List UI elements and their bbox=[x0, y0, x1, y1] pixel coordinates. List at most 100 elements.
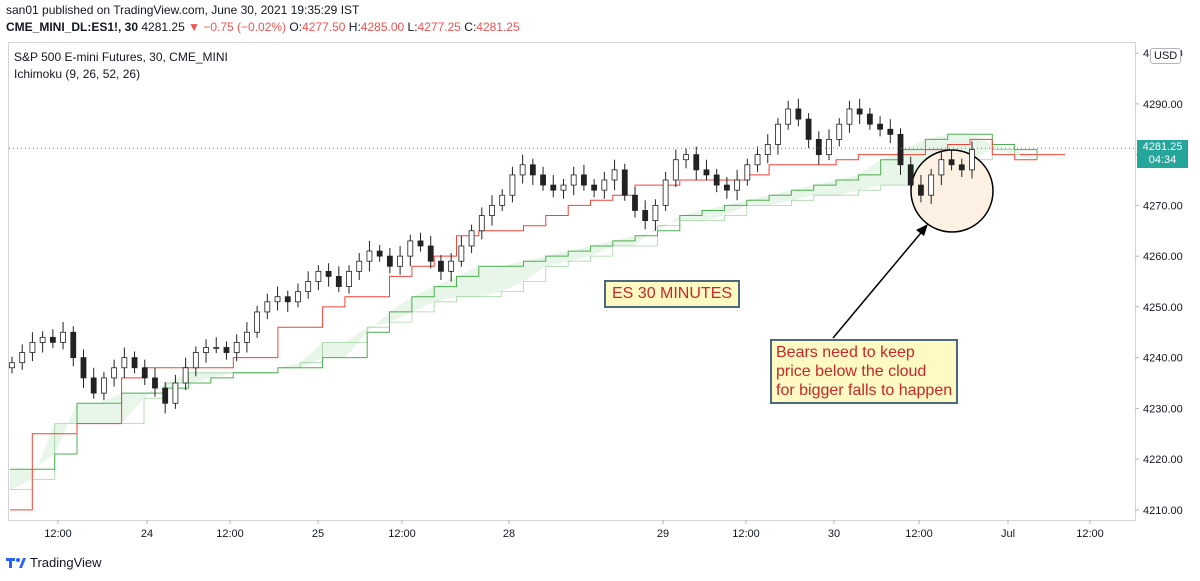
candle-down bbox=[958, 164, 965, 171]
currency-badge[interactable]: USD bbox=[1150, 48, 1182, 64]
candle-up bbox=[19, 352, 26, 364]
x-tick-label-3: 25 bbox=[312, 528, 324, 540]
y-tick-label-3: 4240.00 bbox=[1143, 353, 1183, 365]
ohlc-bar: CME_MINI_DL:ES1!, 30 4281.25 ▼ −0.75 (−0… bbox=[6, 20, 520, 34]
candle-up bbox=[652, 204, 659, 222]
candle-down bbox=[723, 184, 730, 191]
x-tick-label-8: 30 bbox=[828, 528, 840, 540]
candle-down bbox=[335, 276, 342, 287]
candle-down bbox=[907, 164, 914, 186]
candle-up bbox=[172, 382, 179, 404]
candle-down bbox=[550, 184, 557, 191]
annotation-arrow bbox=[832, 227, 926, 339]
candle-down bbox=[621, 169, 628, 196]
candle-up bbox=[448, 260, 455, 272]
candle-up bbox=[356, 260, 363, 272]
price-change: ▼ −0.75 (−0.02%) bbox=[188, 20, 287, 34]
x-tick-label-5: 28 bbox=[503, 528, 515, 540]
candle-down bbox=[856, 108, 863, 115]
candle-up bbox=[662, 179, 669, 206]
candle-up bbox=[60, 331, 66, 343]
candle-down bbox=[918, 184, 924, 196]
candle-up bbox=[295, 291, 301, 303]
candle-up bbox=[683, 154, 689, 161]
x-tick-label-1: 24 bbox=[141, 528, 153, 540]
candle-up bbox=[611, 169, 618, 181]
low-value: 4277.25 bbox=[417, 20, 461, 34]
candle-down bbox=[713, 174, 720, 186]
low-label: L: bbox=[407, 20, 418, 34]
candle-up bbox=[203, 347, 209, 353]
y-tick-label-1: 4220.00 bbox=[1143, 454, 1183, 466]
y-tick-label-0: 4210.00 bbox=[1143, 505, 1183, 517]
candle-down bbox=[49, 336, 56, 343]
candle-up bbox=[519, 164, 526, 176]
close-label: C: bbox=[464, 20, 477, 34]
candle-down bbox=[438, 260, 444, 272]
candle-up bbox=[938, 159, 945, 176]
candle-up bbox=[754, 154, 761, 166]
candle-down bbox=[703, 169, 710, 176]
chart-pane[interactable] bbox=[8, 42, 1136, 521]
candle-down bbox=[162, 387, 169, 404]
candle-up bbox=[315, 270, 322, 282]
candle-down bbox=[540, 174, 546, 186]
x-tick-label-10: Jul bbox=[1001, 528, 1015, 540]
candle-down bbox=[591, 184, 598, 191]
last-price: 4281.25 bbox=[141, 20, 185, 34]
candle-down bbox=[693, 154, 700, 171]
candle-down bbox=[223, 347, 230, 353]
candle-down bbox=[427, 245, 434, 262]
candle-down bbox=[90, 377, 97, 394]
candle-down bbox=[80, 357, 87, 379]
high-value: 4285.00 bbox=[360, 20, 405, 34]
candle-down bbox=[887, 128, 894, 135]
x-tick-label-4: 12:00 bbox=[388, 528, 416, 540]
open-value: 4277.50 bbox=[302, 20, 346, 34]
candle-down bbox=[141, 367, 148, 379]
close-value: 4281.25 bbox=[476, 20, 520, 34]
candle-up bbox=[969, 149, 975, 171]
candle-up bbox=[499, 194, 506, 206]
candle-down bbox=[632, 194, 638, 211]
candle-up bbox=[192, 352, 199, 369]
bears-annotation[interactable]: Bears need to keep price below the cloud… bbox=[770, 339, 959, 404]
x-tick-label-6: 29 bbox=[657, 528, 669, 540]
candle-up bbox=[785, 108, 792, 125]
candle-up bbox=[744, 164, 751, 181]
footer-brand-label: TradingView bbox=[30, 555, 102, 570]
legend-indicator[interactable]: Ichimoku (9, 26, 52, 26) bbox=[14, 67, 141, 81]
candle-up bbox=[458, 245, 465, 262]
legend-title: S&P 500 E-mini Futures, 30, CME_MINI bbox=[14, 50, 228, 64]
ichimoku-cloud bbox=[10, 134, 1037, 490]
candle-up bbox=[489, 204, 495, 216]
open-label: O: bbox=[289, 20, 303, 34]
candle-down bbox=[642, 210, 649, 222]
candle-up bbox=[233, 341, 240, 353]
candle-up bbox=[775, 123, 781, 145]
candle-up bbox=[111, 367, 118, 379]
candle-down bbox=[866, 113, 873, 125]
candle-up bbox=[264, 301, 271, 313]
base-line bbox=[10, 138, 1037, 511]
candle-down bbox=[795, 108, 802, 120]
candle-down bbox=[417, 240, 424, 247]
timeframe-annotation[interactable]: ES 30 MINUTES bbox=[604, 280, 741, 308]
high-label: H: bbox=[348, 20, 361, 34]
candle-up bbox=[182, 367, 189, 384]
candle-up bbox=[346, 270, 352, 287]
candle-up bbox=[672, 159, 679, 181]
candle-down bbox=[948, 159, 955, 166]
y-tick-label-6: 4270.00 bbox=[1143, 200, 1183, 212]
symbol-label[interactable]: CME_MINI_DL:ES1!, 30 bbox=[6, 20, 139, 34]
cloud-lower-line bbox=[10, 149, 1038, 490]
candle-up bbox=[928, 174, 935, 196]
candle-up bbox=[407, 240, 414, 257]
candle-down bbox=[815, 139, 822, 156]
candle-up bbox=[601, 179, 608, 191]
x-tick-label-2: 12:00 bbox=[216, 528, 244, 540]
candle-up bbox=[734, 179, 741, 191]
publish-info: san01 published on TradingView.com, June… bbox=[6, 3, 360, 17]
candle-up bbox=[468, 230, 475, 247]
